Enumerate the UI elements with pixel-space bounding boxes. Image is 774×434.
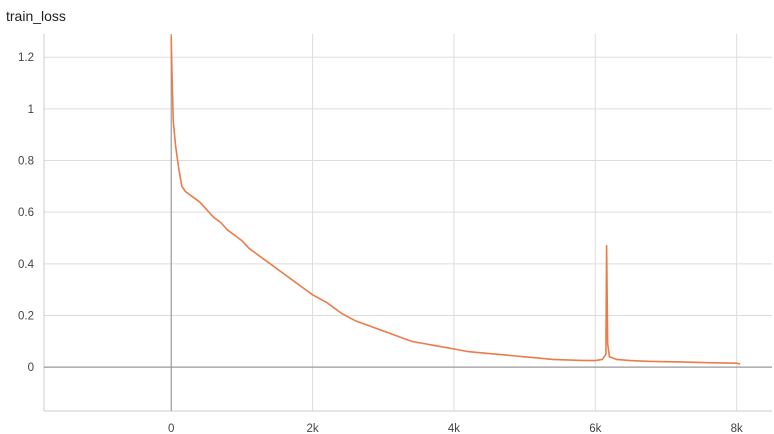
- chart-title: train_loss: [6, 8, 66, 24]
- x-tick-label: 6k: [589, 423, 601, 434]
- y-tick-label: 0: [28, 362, 34, 374]
- series-layer: [170, 36, 741, 365]
- y-tick-label: 1.2: [18, 52, 34, 64]
- x-tick-label: 8k: [731, 423, 743, 434]
- axes: [43, 34, 772, 412]
- x-tick-label: 0: [168, 423, 174, 434]
- y-tick-label: 0.8: [18, 156, 34, 168]
- loss-series-line: [170, 36, 741, 365]
- tick-labels: 0 0.2 0.4 0.6 0.8 1 1.2 0 2k 4k 6k 8k: [18, 52, 743, 434]
- grid: [44, 34, 772, 411]
- y-tick-label: 0.4: [18, 259, 35, 271]
- y-tick-label: 0.6: [18, 207, 34, 219]
- y-tick-label: 0.2: [18, 310, 34, 322]
- y-tick-label: 1: [28, 104, 34, 116]
- x-tick-label: 4k: [448, 423, 460, 434]
- x-tick-label: 2k: [307, 423, 319, 434]
